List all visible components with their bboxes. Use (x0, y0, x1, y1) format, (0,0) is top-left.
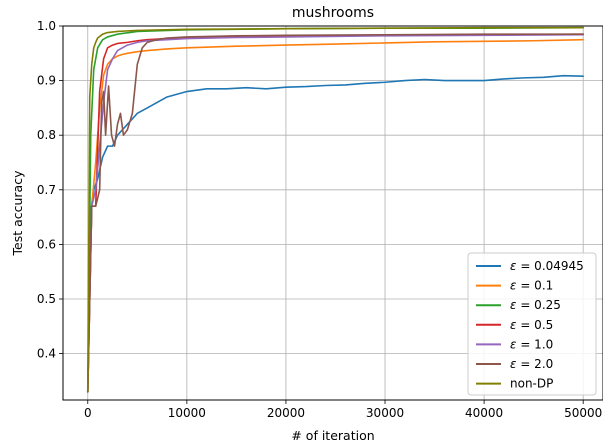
y-tick-label: 0.5 (37, 292, 56, 306)
chart-title: mushrooms (292, 5, 374, 21)
y-tick-label: 0.8 (37, 128, 56, 142)
axes-frame (62, 25, 603, 401)
series-line-4 (86, 33, 584, 393)
y-tick-label: 0.9 (37, 74, 56, 88)
y-tick-label: 1.0 (37, 19, 56, 33)
x-tick-label: 40000 (465, 406, 503, 420)
x-tick-label: 20000 (267, 406, 305, 420)
legend-label-1: ε = 0.1 (510, 279, 553, 293)
legend-label-2: ε = 0.25 (510, 298, 561, 312)
legend: ε = 0.04945 ε = 0.1 ε = 0.25 ε = 0.5 ε = 1.0… (467, 252, 597, 396)
series-line-6 (86, 26, 584, 393)
series-line-5 (86, 33, 584, 393)
legend-label-4: ε = 1.0 (510, 337, 553, 351)
legend-label-3: ε = 0.5 (510, 318, 553, 332)
x-tick-label: 10000 (168, 406, 206, 420)
legend-label-5: ε = 2.0 (510, 357, 553, 371)
x-tick-label: 50000 (564, 406, 602, 420)
y-tick-label: 0.7 (37, 183, 56, 197)
plot-area (86, 26, 584, 393)
y-tick-label: 0.6 (37, 237, 56, 251)
legend-box (467, 252, 597, 396)
legend-label-6: non-DP (510, 377, 553, 391)
y-axis-label: Test accuracy (10, 170, 25, 257)
x-axis-label: # of iteration (291, 428, 374, 443)
x-tick-label: 30000 (366, 406, 404, 420)
series-line-1 (86, 38, 584, 393)
x-tick-label: 0 (84, 406, 92, 420)
axis-ticks: 0 10000 20000 30000 40000 50000 0.4 0.5 0.6 0.7 0.… (37, 19, 602, 420)
legend-label-0: ε = 0.04945 (510, 259, 584, 273)
y-tick-label: 0.4 (37, 347, 56, 361)
series-line-0 (86, 74, 584, 393)
